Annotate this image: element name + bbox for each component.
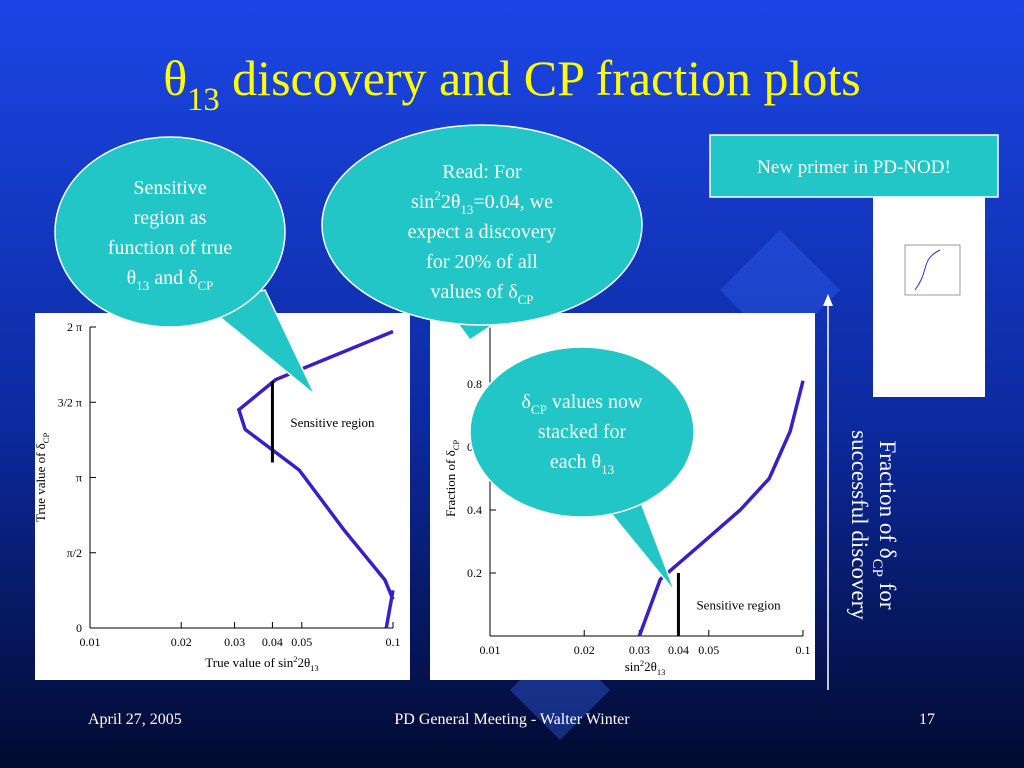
y-tick-label: π/2 [67, 546, 82, 560]
superscript: 2 [434, 188, 441, 203]
subscript: CP [451, 440, 461, 451]
text-line: Fraction of δCP [443, 440, 461, 517]
subscript: CP [198, 278, 214, 293]
text-segment: stacked for [538, 421, 627, 443]
x-tick-label: 0.05 [698, 643, 719, 657]
text-line: θ13 and δCP [127, 267, 214, 293]
x-tick-label: 0.03 [629, 643, 650, 657]
subscript: 13 [657, 667, 665, 677]
callout [321, 124, 643, 326]
subscript: 13 [136, 278, 149, 293]
x-tick-label: 0.02 [574, 643, 595, 657]
text-segment: θ [127, 267, 137, 289]
x-tick-label: 0.1 [796, 643, 811, 657]
callout [54, 136, 286, 328]
y-tick-label: 0.8 [467, 377, 482, 391]
y-tick-label: 0 [76, 621, 82, 635]
text-segment: Fraction of δ [875, 440, 900, 558]
subscript: CP [41, 433, 51, 444]
y-tick-label: 2 π [67, 320, 82, 334]
text-segment: discovery and CP fraction plots [220, 50, 861, 106]
text-line: Sensitive [133, 177, 206, 199]
y-tick-label: 0.4 [467, 503, 482, 517]
text-segment: values of δ [430, 281, 517, 303]
subscript: CP [518, 292, 534, 307]
text-segment: sin [625, 659, 641, 674]
footer-center: PD General Meeting - Walter Winter [394, 711, 630, 728]
callout [469, 346, 695, 518]
subscript: 13 [460, 202, 473, 217]
text-line: sin22θ13=0.04, we [411, 188, 553, 217]
subscript: 13 [601, 462, 614, 477]
curve [637, 380, 805, 637]
text-segment: Fraction of δ [443, 450, 458, 517]
text-segment: Sensitive [133, 177, 206, 199]
text-line: sin22θ13 [625, 658, 666, 677]
subscript: CP [531, 402, 547, 417]
text-line: stacked for [538, 421, 627, 443]
text-segment: each θ [550, 451, 601, 473]
text-segment: and δ [149, 267, 197, 289]
superscript: 2 [640, 658, 644, 668]
thumbnail [873, 182, 985, 397]
text-segment: successful discovery [847, 430, 872, 620]
text-line: Fraction of δCP for [869, 440, 900, 609]
x-tick-label: 0.01 [480, 643, 501, 657]
text-segment: values now [547, 391, 643, 413]
text-segment: True value of δ [33, 443, 48, 522]
text-line: region as [134, 207, 207, 229]
text-segment: δ [522, 391, 531, 413]
text-segment: 2θ [644, 659, 657, 674]
x-tick-label: 0.04 [668, 643, 689, 657]
subscript: 13 [310, 663, 318, 673]
text-line: True value of sin22θ13 [205, 654, 318, 673]
text-segment: θ [163, 50, 187, 106]
text-segment: Read: For [442, 161, 522, 183]
text-line: for 20% of all [426, 251, 538, 273]
y-tick-label: 3/2 π [58, 395, 82, 409]
text-segment: True value of sin [205, 655, 293, 670]
x-tick-label: 0.1 [386, 635, 401, 649]
text-segment: 2θ [441, 191, 461, 213]
text-segment: =0.04, we [473, 191, 553, 213]
text-segment: expect a discovery [408, 221, 557, 243]
subscript: 13 [187, 82, 220, 118]
text-line: function of true [108, 237, 233, 259]
primer-text: New primer in PD-NOD! [757, 157, 951, 178]
y-tick-label: 0.2 [467, 566, 482, 580]
text-line: expect a discovery [408, 221, 557, 243]
text-line: Read: For [442, 161, 522, 183]
x-tick-label: 0.02 [171, 635, 192, 649]
text-line: θ13 discovery and CP fraction plots [163, 50, 861, 118]
text-segment: function of true [108, 237, 233, 259]
text-line: each θ13 [550, 451, 614, 477]
subscript: CP [869, 559, 885, 577]
text-line: δCP values now [522, 391, 643, 417]
region-label: Sensitive region [696, 598, 781, 613]
text-line: successful discovery [847, 430, 872, 620]
region-label: Sensitive region [290, 415, 375, 430]
plot-left [35, 313, 410, 680]
x-tick-label: 0.05 [291, 635, 312, 649]
primer-box [709, 134, 999, 198]
superscript: 2 [293, 654, 297, 664]
text-segment: for 20% of all [426, 251, 538, 273]
arrow-head [823, 294, 833, 306]
footer-date: April 27, 2005 [88, 711, 182, 728]
text-segment: sin [411, 191, 434, 213]
text-segment: for [875, 577, 900, 610]
footer-page: 17 [919, 711, 935, 728]
curve [384, 590, 395, 629]
x-tick-label: 0.01 [80, 635, 101, 649]
x-tick-label: 0.04 [262, 635, 283, 649]
x-tick-label: 0.03 [224, 635, 245, 649]
text-line: True value of δCP [33, 433, 51, 523]
text-line: values of δCP [430, 281, 533, 307]
text-segment: region as [134, 207, 207, 229]
y-tick-label: π [76, 471, 82, 485]
text-segment: 2θ [298, 655, 311, 670]
